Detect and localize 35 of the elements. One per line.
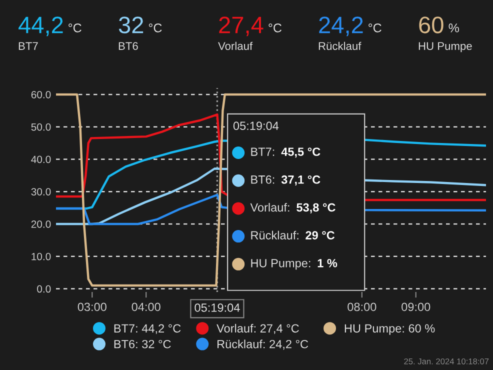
x-tick-label: 04:00 bbox=[132, 302, 160, 312]
y-tick-label: 30.0 bbox=[31, 188, 51, 196]
legend-label: BT6: 32 °C bbox=[114, 340, 171, 348]
line-series bbox=[56, 93, 486, 287]
y-tick-label: 50.0 bbox=[31, 123, 51, 131]
y-tick-label: 40.0 bbox=[31, 156, 51, 164]
text: 32 °C bbox=[118, 16, 162, 34]
y-tick-label: 10.0 bbox=[32, 252, 51, 260]
text: 24,2 °C bbox=[319, 16, 382, 36]
x-tick-label: 09:00 bbox=[402, 302, 430, 312]
legend-label: HU Pumpe: 60 % bbox=[344, 324, 435, 335]
y-tick-label: 20.0 bbox=[31, 220, 51, 228]
y-tick-label: 60.0 bbox=[31, 90, 51, 98]
y-tick-label: 0.0 bbox=[37, 285, 51, 293]
text: BT6 bbox=[118, 42, 138, 50]
text: 25. Jan. 2024 10:18:07 bbox=[404, 358, 489, 364]
annotation: Vorlauf: 53,8 °C bbox=[250, 202, 336, 214]
x-tick-label: 03:00 bbox=[78, 302, 106, 312]
text: 44,2 °C bbox=[18, 16, 82, 36]
annotation: HU Pumpe: 1 % bbox=[251, 258, 338, 270]
legend-label: BT7: 44,2 °C bbox=[114, 324, 181, 334]
annotation: Rücklauf: 29 °C bbox=[251, 230, 335, 240]
annotation: BT7: 45,5 °C bbox=[251, 148, 320, 158]
ref-line-label: 05:19:04 bbox=[194, 303, 240, 312]
legend-label: Rücklauf: 24,2 °C bbox=[218, 340, 308, 350]
text: Rücklauf bbox=[318, 42, 362, 50]
legend-label: Vorlauf: 27,4 °C bbox=[216, 324, 299, 334]
annotation: 05:19:04 bbox=[233, 122, 279, 130]
text: 27,4 °C bbox=[219, 16, 282, 36]
text: BT7 bbox=[18, 42, 38, 50]
x-tick-label: 08:00 bbox=[348, 302, 376, 312]
text: Vorlauf bbox=[218, 42, 253, 50]
text: HU Pumpe bbox=[418, 42, 472, 52]
text: 60 % bbox=[419, 16, 459, 34]
annotation: BT6: 37,1 °C bbox=[251, 175, 320, 186]
